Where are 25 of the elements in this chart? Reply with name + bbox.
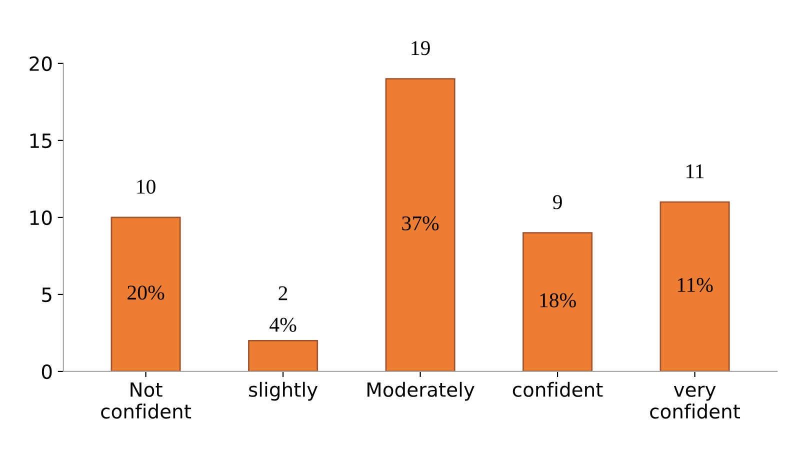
- data-label: 9: [553, 195, 562, 210]
- bar: [248, 340, 318, 372]
- bar: [660, 201, 730, 372]
- y-tick-label: 10: [30, 210, 52, 226]
- x-tick-label: very confident: [650, 386, 740, 419]
- y-tick-label: 20: [30, 56, 52, 72]
- data-label: 11: [686, 164, 704, 178]
- data-label: 10: [137, 180, 156, 194]
- x-tick-label: confident: [512, 382, 603, 397]
- annotation: 11%: [678, 278, 713, 292]
- annotation: 20%: [128, 286, 164, 300]
- data-label: 2: [278, 286, 288, 300]
- y-tick-label: 15: [30, 134, 52, 148]
- y-tick-label: 5: [42, 288, 52, 302]
- bar: [522, 232, 593, 372]
- x-tick-label: slightly: [249, 382, 318, 401]
- x-tick-label: Not confident: [101, 382, 192, 419]
- data-label: 19: [412, 41, 430, 56]
- y-tick-label: 0: [42, 364, 52, 380]
- x-tick-label: Moderately: [368, 382, 474, 401]
- annotation: 37%: [402, 216, 439, 230]
- annotation: 4%: [270, 318, 296, 332]
- bar: [385, 78, 456, 372]
- bar: [110, 216, 181, 372]
- annotation: 18%: [540, 293, 576, 308]
